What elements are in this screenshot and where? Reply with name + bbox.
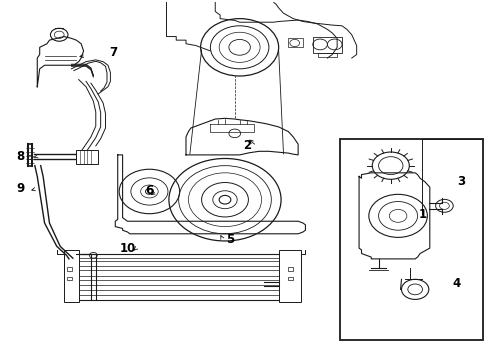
Text: 5: 5 (225, 233, 234, 246)
Text: 3: 3 (456, 175, 465, 188)
Bar (339, 139, 483, 339)
Bar (69, 253, 283, 300)
Bar (312, 37, 341, 53)
Text: 6: 6 (145, 184, 153, 197)
Text: 9: 9 (16, 183, 24, 195)
Text: 8: 8 (16, 150, 24, 163)
Text: 1: 1 (418, 208, 426, 221)
Bar (317, 53, 336, 57)
Bar (64, 250, 79, 302)
Bar (278, 250, 300, 302)
Text: 2: 2 (243, 139, 250, 152)
Text: 7: 7 (108, 46, 117, 59)
Text: 10: 10 (119, 242, 135, 255)
Text: 4: 4 (451, 278, 460, 291)
Bar (288, 267, 293, 271)
Bar (288, 39, 303, 47)
Bar (67, 277, 72, 280)
Bar (76, 149, 98, 164)
Bar (67, 267, 72, 271)
Bar (288, 277, 293, 280)
